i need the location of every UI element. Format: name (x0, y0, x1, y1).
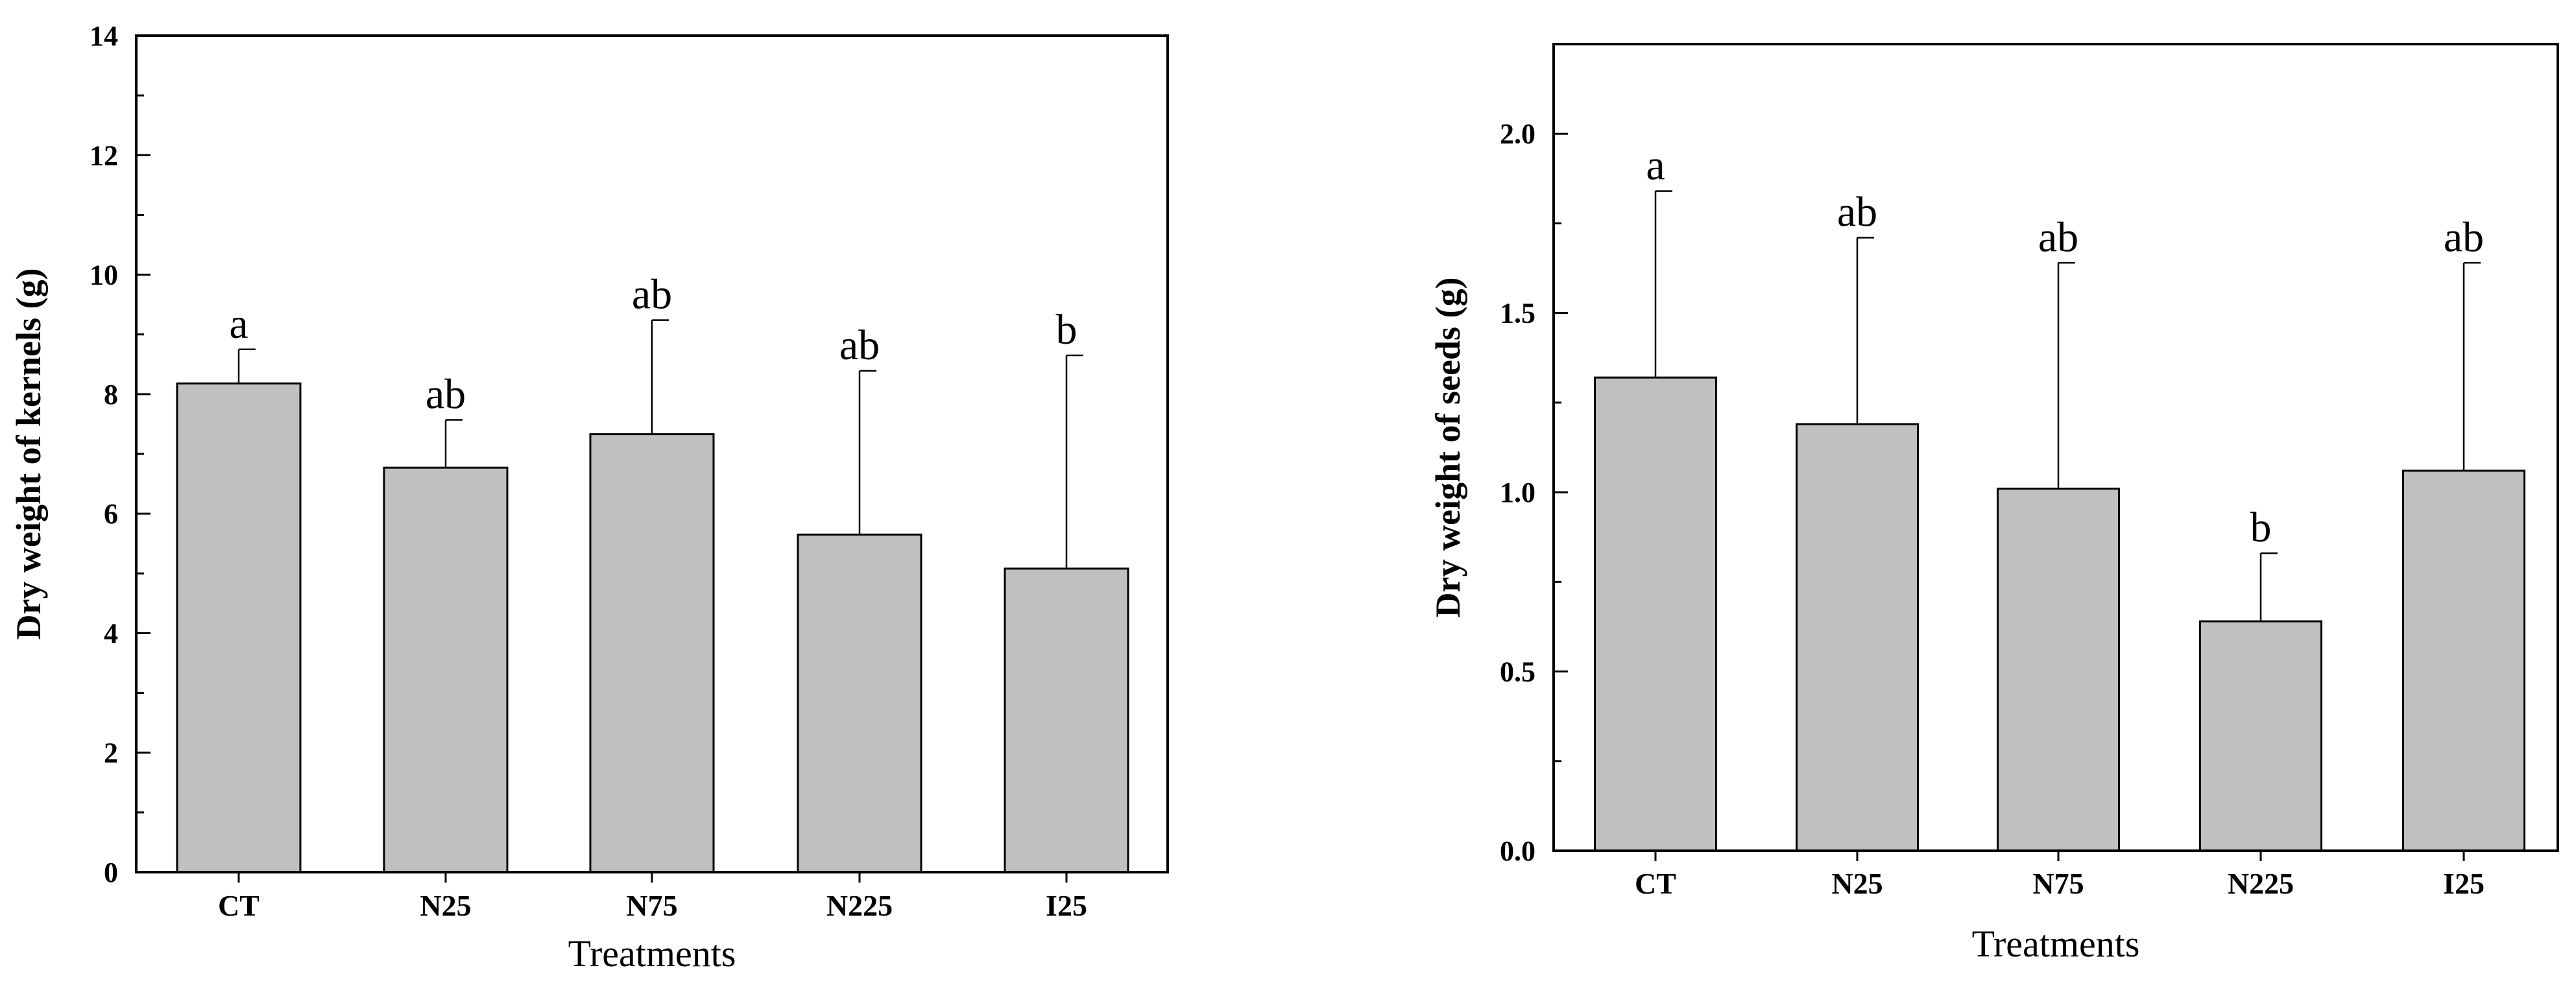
kernels-category-label: I25 (1046, 889, 1087, 922)
seeds-bar-n25 (1796, 423, 1919, 852)
kernels-significance-label: a (229, 300, 248, 348)
kernels-y-tick-label: 10 (90, 259, 118, 291)
kernels-y-tick-label: 6 (104, 498, 118, 530)
seeds-y-tick-label: 0.5 (1500, 656, 1535, 688)
kernels-y-tick-label: 12 (90, 139, 118, 171)
kernels-significance-label: ab (426, 370, 466, 418)
seeds-y-tick-label: 0.0 (1500, 835, 1535, 867)
kernels-y-tick-label: 2 (104, 737, 118, 769)
seeds-significance-label: ab (2444, 213, 2484, 261)
kernels-y-tick-label: 8 (104, 379, 118, 410)
seeds-y-tick-label: 1.5 (1500, 298, 1535, 329)
seeds-category-label: N25 (1831, 867, 1883, 900)
seeds-bar-ct (1594, 376, 1717, 852)
seeds-category-label: I25 (2443, 867, 2485, 900)
kernels-y-axis-title: Dry weight of kernels (g) (9, 268, 48, 640)
seeds-significance-label: ab (1837, 189, 1877, 236)
seeds-x-axis-title: Treatments (1972, 923, 2140, 965)
kernels-category-label: N75 (626, 889, 677, 922)
seeds-plot-frame (1552, 43, 2559, 852)
seeds-significance-label: a (1646, 142, 1665, 189)
kernels-bar-n25 (383, 466, 509, 873)
kernels-bar-ct (176, 382, 302, 873)
kernels-significance-label: ab (632, 271, 672, 318)
kernels-y-tick-label: 14 (90, 20, 118, 52)
kernels-category-label: CT (218, 889, 259, 922)
seeds-bar-n75 (1997, 488, 2120, 852)
seeds-plot: a CT ab N25 ab N75 b N225 ab I25 0.0 0.5 1.0 1.5 2.0 Dr… (1428, 43, 2559, 965)
kernels-category-label: N25 (420, 889, 471, 922)
seeds-category-label: N75 (2032, 867, 2084, 900)
seeds-significance-label: ab (2038, 213, 2078, 261)
seeds-y-tick-label: 2.0 (1500, 118, 1535, 150)
kernels-bar-n225 (797, 533, 922, 873)
kernels-plot: a CT ab N25 ab N75 ab N225 b I25 0 2 4 6 8 10 12 14 Dry we… (9, 20, 1169, 975)
kernels-significance-label: ab (839, 322, 880, 369)
seeds-bar-n225 (2199, 620, 2322, 852)
seeds-category-label: N225 (2228, 867, 2294, 900)
kernels-significance-label: b (1056, 306, 1077, 353)
kernels-bar-n75 (589, 433, 715, 873)
seeds-significance-label: b (2250, 504, 2272, 551)
kernels-y-tick-label: 4 (104, 617, 118, 649)
seeds-bar-i25 (2402, 469, 2525, 852)
kernels-bar-i25 (1004, 567, 1129, 873)
seeds-y-tick-label: 1.0 (1500, 477, 1535, 508)
kernels-category-label: N225 (826, 889, 893, 922)
seeds-y-axis-title: Dry weight of seeds (g) (1428, 278, 1467, 618)
kernels-y-tick-label: 0 (104, 857, 118, 888)
kernels-x-axis-title: Treatments (568, 932, 736, 975)
seeds-category-label: CT (1635, 867, 1676, 900)
